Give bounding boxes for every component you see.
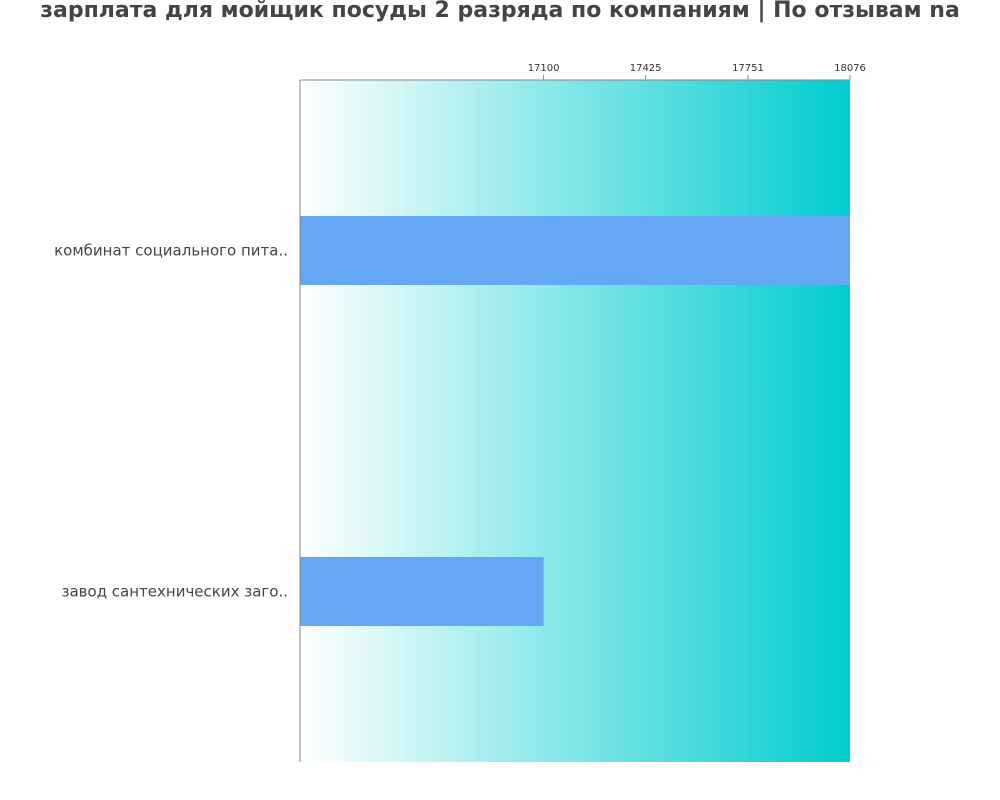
x-tick-label: 18076 <box>834 63 866 74</box>
bar <box>300 216 850 285</box>
category-label: комбинат социального пита.. <box>54 242 288 260</box>
x-tick-label: 17100 <box>528 63 560 74</box>
x-tick-label: 17425 <box>630 63 662 74</box>
x-tick-label: 17751 <box>732 63 764 74</box>
plot-background <box>300 80 850 762</box>
bar <box>300 557 544 626</box>
category-label: завод сантехнических заго.. <box>61 583 288 601</box>
chart-title: зарплата для мойщик посуды 2 разряда по … <box>40 0 960 23</box>
